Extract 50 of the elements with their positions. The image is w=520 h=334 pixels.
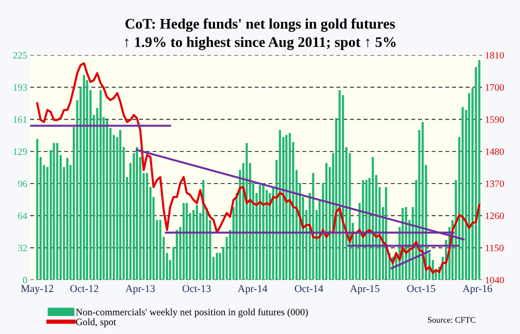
bar (246, 143, 248, 280)
y2-tick-label: 1260 (486, 212, 504, 220)
y-tick-label: 96 (18, 180, 28, 188)
chart-title: CoT: Hedge funds' net longs in gold futures (125, 18, 395, 32)
bar (52, 143, 55, 280)
x-tick-label: Apr-14 (238, 285, 268, 294)
bar (56, 143, 58, 280)
bar (136, 147, 138, 280)
legend-label: Gold, spot (76, 318, 116, 328)
x-tick-label: Apr-16 (462, 285, 492, 294)
y2-tick-label: 1040 (486, 276, 504, 284)
bar (36, 139, 38, 280)
y-tick-label: 32 (18, 244, 27, 252)
y-tick-label: 129 (14, 148, 27, 155)
x-tick-label: May-12 (21, 285, 54, 294)
bar (100, 90, 102, 280)
y2-tick-label: 1700 (486, 84, 504, 91)
bar (216, 252, 218, 280)
y2-tick-label: 1480 (486, 148, 504, 155)
x-tick-label: Oct-12 (70, 285, 98, 292)
bar (288, 133, 291, 280)
bar (186, 202, 188, 280)
bar (462, 107, 464, 280)
y2-tick-label: 1590 (486, 116, 504, 123)
x-tick-label: Oct-15 (407, 285, 436, 292)
bar (119, 130, 122, 280)
source-note: Source: CFTC (428, 317, 476, 323)
y-tick-label: 193 (14, 84, 27, 91)
bar (159, 220, 162, 280)
y2-tick-label: 1810 (486, 52, 504, 59)
bar (106, 120, 108, 280)
y-tick-label: 225 (13, 52, 27, 59)
bar (66, 158, 68, 280)
bar (196, 204, 198, 280)
chart-subtitle: ↑ 1.9% to highest since Aug 2011; spot ↑ 5% (125, 36, 396, 50)
x-tick-label: Oct-14 (294, 285, 324, 292)
x-tick-label: Apr-13 (125, 285, 155, 294)
y2-tick-label: 1150 (486, 244, 504, 252)
legend-label: Non-commercials' weekly net position in gold futures (000) (76, 308, 308, 318)
line-series (36, 62, 480, 274)
y-tick-label: 64 (18, 212, 28, 220)
bar (182, 202, 185, 280)
bar (146, 172, 148, 280)
x-tick-label: Apr-15 (350, 285, 380, 294)
bar (478, 60, 480, 280)
y-tick-label: 161 (14, 116, 27, 123)
y2-tick-label: 1370 (486, 180, 504, 188)
bar (82, 75, 86, 280)
x-tick-label: Oct-13 (182, 285, 211, 292)
y-tick-label: 0 (22, 276, 28, 284)
